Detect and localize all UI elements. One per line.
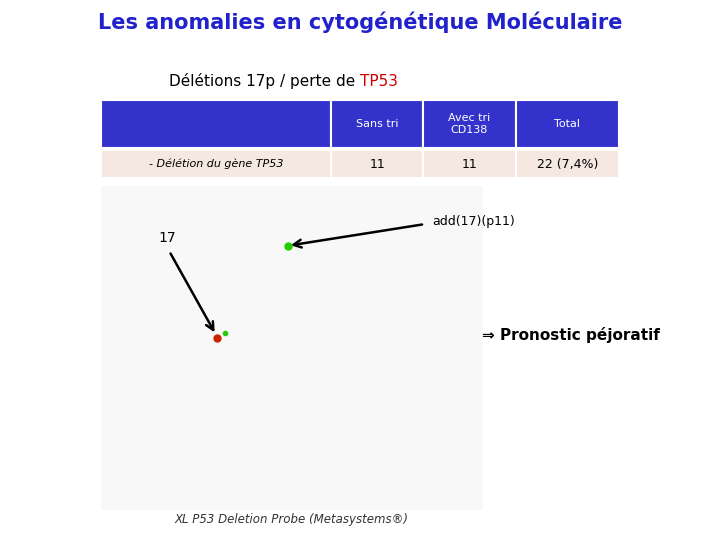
Text: Sans tri: Sans tri <box>356 119 399 129</box>
Text: Total: Total <box>554 119 580 129</box>
Bar <box>516 150 619 178</box>
Text: 22 (7,4%): 22 (7,4%) <box>536 158 598 171</box>
Text: 11: 11 <box>462 158 477 171</box>
Text: add(17)(p11): add(17)(p11) <box>432 215 515 228</box>
Text: ⇒ Pronostic péjoratif: ⇒ Pronostic péjoratif <box>482 327 660 343</box>
Bar <box>331 100 423 149</box>
Bar <box>516 100 619 149</box>
Text: XL P53 Deletion Probe (Metasystems®): XL P53 Deletion Probe (Metasystems®) <box>175 513 409 526</box>
Text: 17: 17 <box>158 231 176 245</box>
Bar <box>331 150 423 178</box>
Text: 11: 11 <box>369 158 385 171</box>
Bar <box>101 150 331 178</box>
Text: Avec tri
CD138: Avec tri CD138 <box>449 113 490 135</box>
Bar <box>101 100 331 149</box>
Text: Délétions 17p / perte de: Délétions 17p / perte de <box>169 73 360 89</box>
Text: Les anomalies en cytogénétique Moléculaire: Les anomalies en cytogénétique Moléculai… <box>98 12 622 33</box>
Bar <box>423 150 516 178</box>
Text: - Délétion du gène TP53: - Délétion du gène TP53 <box>149 159 283 170</box>
Bar <box>423 100 516 149</box>
Text: TP53: TP53 <box>360 74 398 89</box>
